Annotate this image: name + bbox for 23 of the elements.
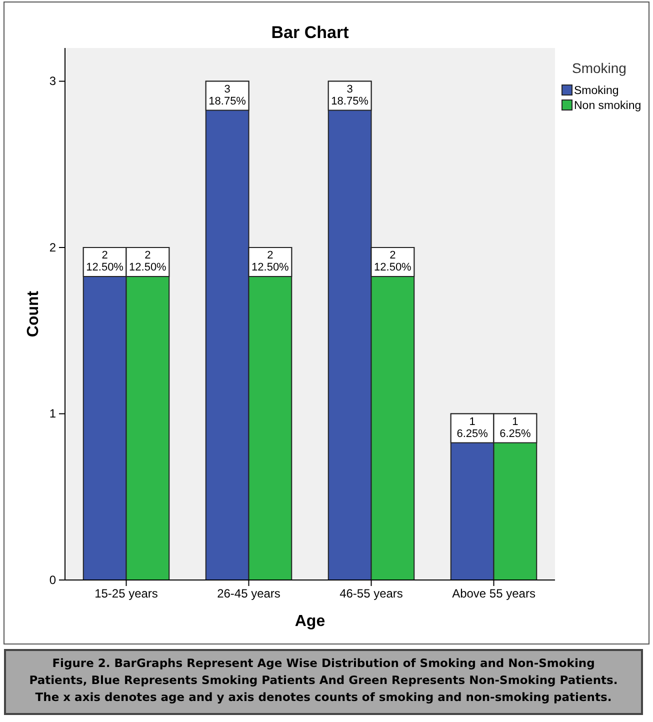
- data-label: 3 18.75%: [331, 83, 369, 108]
- chart-title: Bar Chart: [271, 23, 350, 42]
- legend-title: Smoking: [572, 60, 626, 76]
- legend-label: Smoking: [574, 85, 619, 97]
- x-tick-label: Above 55 years: [452, 586, 536, 601]
- y-tick-label: 0: [49, 572, 56, 587]
- data-label: 1 6.25%: [456, 416, 488, 440]
- data-label: 2 12.50%: [129, 250, 167, 274]
- y-axis-title: Count: [25, 290, 42, 338]
- data-label: 2 12.50%: [86, 250, 124, 274]
- y-tick-label: 3: [49, 74, 56, 88]
- data-label: 2 12.50%: [252, 250, 290, 274]
- x-tick-label: 15-25 years: [94, 586, 158, 601]
- y-tick-label: 2: [49, 240, 56, 254]
- x-tick-label: 26-45 years: [217, 586, 280, 601]
- caption: Figure 2. BarGraphs Represent Age Wise Distribution of Smoking and Non-Smoking Patients, Blue Represents Smoking Patients And Green Represents Non-Smoking Patients. The x axis denotes age and y axis denotes counts of smoking and non-smoking patients.: [4, 649, 643, 715]
- x-tick-label: 46-55 years: [340, 586, 403, 601]
- data-label: 1 6.25%: [500, 416, 531, 440]
- y-tick-label: 1: [49, 406, 56, 421]
- legend-label: Non smoking: [574, 100, 642, 112]
- x-axis-title: Age: [294, 613, 326, 630]
- data-label: 3 18.75%: [208, 83, 246, 108]
- data-label: 2 12.50%: [374, 250, 412, 274]
